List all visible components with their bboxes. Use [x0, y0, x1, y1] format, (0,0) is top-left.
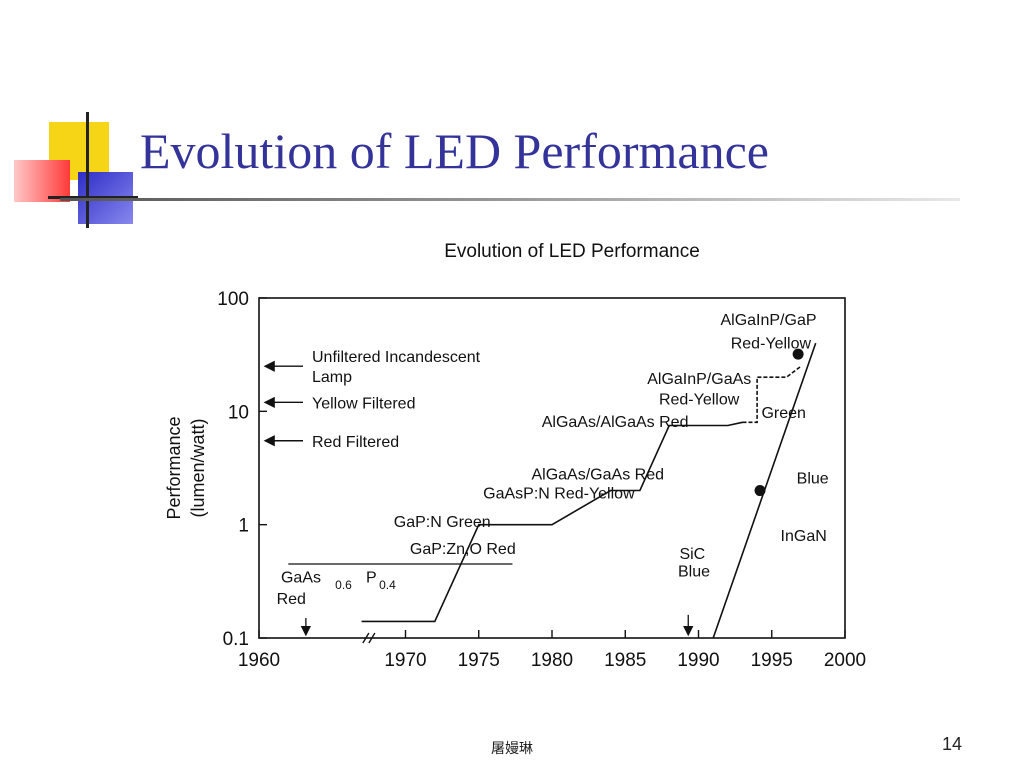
- chart-annotation: 0.6: [335, 578, 352, 592]
- title-underline: [60, 198, 960, 201]
- y-tick-label: 10: [228, 402, 249, 423]
- chart-annotation: Red-Yellow: [659, 391, 740, 408]
- reference-label: Yellow Filtered: [312, 395, 415, 412]
- footer-author: 屠嫚琳: [491, 741, 533, 757]
- x-tick-label: 1985: [604, 650, 646, 671]
- chart-annotation: InGaN: [781, 528, 827, 545]
- y-tick-label: 100: [217, 289, 249, 310]
- chart-annotation: AlGaAs/AlGaAs Red: [542, 414, 689, 431]
- y-axis-label-line2: (lumen/watt): [188, 418, 208, 517]
- x-tick-label: 1970: [384, 650, 426, 671]
- deco-red-square: [14, 160, 70, 202]
- chart-title: Evolution of LED Performance: [444, 241, 700, 262]
- series-line: [361, 421, 743, 623]
- chart-annotation: GaP:Zn,O Red: [410, 541, 516, 558]
- chart-annotation: P: [366, 569, 377, 586]
- chart-annotation: Green: [761, 405, 805, 422]
- x-tick-label: 1960: [238, 650, 280, 671]
- chart-annotation: AlGaInP/GaP: [720, 312, 816, 329]
- chart-annotation: GaP:N Green: [394, 514, 491, 531]
- y-tick-label: 1: [238, 516, 249, 537]
- chart-annotation: Red-Yellow: [731, 335, 812, 352]
- slide-title: Evolution of LED Performance: [140, 123, 769, 179]
- x-tick-label: 1980: [531, 650, 573, 671]
- axis-break-mark: [362, 632, 370, 644]
- x-tick-label: 1995: [751, 650, 793, 671]
- y-tick-label: 0.1: [223, 629, 249, 650]
- chart-annotation: AlGaInP/GaAs: [647, 371, 751, 388]
- page-number: 14: [941, 734, 962, 754]
- chart-annotation: Blue: [678, 563, 710, 580]
- deco-vertical-line: [86, 112, 89, 228]
- data-marker: [792, 348, 804, 360]
- reference-label: Red Filtered: [312, 434, 399, 451]
- x-tick-label: 1990: [677, 650, 719, 671]
- deco-horizontal-line: [48, 196, 138, 199]
- led-performance-chart: Evolution of LED Performance 0.1 1 10 100 196…: [164, 241, 866, 671]
- chart-annotation: GaAsP:N Red-Yellow: [483, 486, 635, 503]
- y-axis-label-line1: Performance: [164, 416, 184, 519]
- chart-annotation: GaAs: [281, 569, 321, 586]
- chart-annotation: Red: [277, 591, 306, 608]
- series-line: [742, 365, 802, 424]
- reference-label: Lamp: [312, 369, 352, 386]
- axis-break-mark: [368, 632, 376, 644]
- chart-annotation: AlGaAs/GaAs Red: [531, 467, 664, 484]
- chart-annotation: 0.4: [379, 578, 396, 592]
- chart-annotation: SiC: [679, 546, 705, 563]
- reference-label: Unfiltered Incandescent: [312, 349, 481, 366]
- chart-annotation: Blue: [797, 471, 829, 488]
- data-marker: [754, 485, 766, 497]
- x-tick-label: 1975: [458, 650, 500, 671]
- x-tick-label: 2000: [824, 650, 866, 671]
